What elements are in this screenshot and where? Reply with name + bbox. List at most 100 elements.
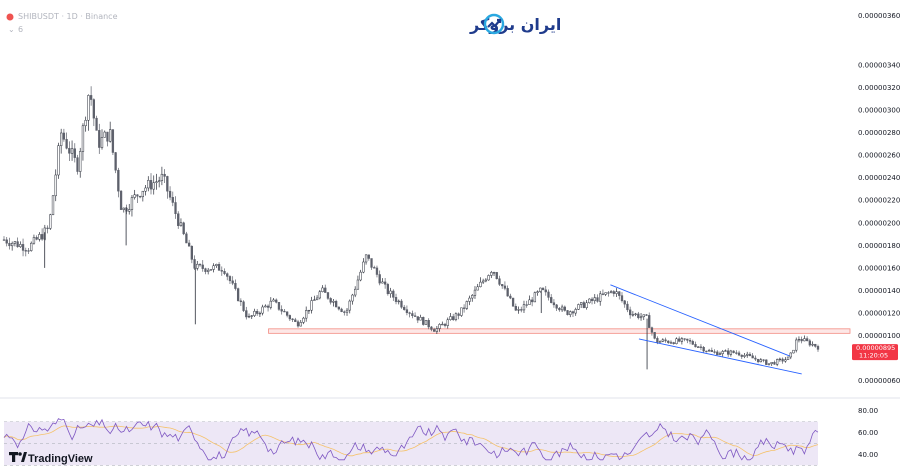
candle-body — [296, 321, 300, 327]
candle-body — [122, 207, 125, 210]
candle-body — [305, 310, 308, 319]
candle-body — [814, 343, 817, 347]
candle-body — [264, 305, 267, 308]
candle-body — [623, 300, 626, 305]
candle-body — [155, 181, 158, 183]
candle-body — [302, 317, 305, 323]
candle-body — [111, 129, 115, 153]
candle-body — [258, 312, 262, 315]
candle-body — [560, 306, 564, 311]
candle-body — [403, 306, 406, 310]
candle-body — [419, 317, 422, 321]
candle-body — [678, 338, 681, 342]
candle-body — [732, 350, 735, 353]
candle-body — [691, 341, 694, 345]
candle-body — [680, 338, 684, 342]
candle-body — [699, 346, 703, 348]
candle-body — [430, 326, 433, 330]
candle-body — [786, 356, 790, 360]
candle-body — [196, 263, 199, 269]
candle-body — [473, 289, 477, 296]
candle-body — [92, 99, 95, 119]
candle-body — [762, 359, 765, 361]
candle-body — [24, 250, 27, 252]
candle-body — [509, 295, 512, 299]
candle-body — [765, 359, 768, 365]
candle-body — [141, 190, 144, 198]
candle-body — [667, 340, 670, 343]
candle-body — [220, 270, 223, 272]
candle-body — [413, 315, 417, 317]
candle-body — [601, 293, 605, 295]
current-price-label: 0.00000895 — [856, 344, 895, 352]
candle-body — [166, 176, 169, 192]
candle-body — [334, 301, 338, 308]
candle-body — [457, 313, 460, 316]
candle-body — [686, 338, 689, 341]
candle-body — [217, 264, 221, 271]
candle-body — [443, 323, 447, 326]
candle-body — [343, 311, 346, 313]
rsi-tick-label: 80.00 — [858, 407, 878, 415]
candle-body — [789, 352, 792, 358]
candle-body — [408, 312, 411, 314]
candle-body — [149, 180, 153, 190]
candle-body — [672, 342, 675, 345]
channel-upper-line[interactable] — [610, 284, 790, 357]
candle-body — [359, 271, 362, 281]
candle-body — [315, 297, 319, 301]
candle-body — [294, 319, 297, 322]
candle-body — [422, 317, 425, 325]
candle-body — [76, 157, 79, 172]
candle-body — [555, 304, 558, 309]
candle-body — [462, 307, 466, 309]
channel-lower-line[interactable] — [638, 338, 802, 375]
candle-body — [389, 290, 392, 295]
candle-body — [645, 314, 648, 316]
candle-body — [51, 195, 55, 216]
watermark-brand: ایران بروکر — [469, 15, 561, 34]
candle-body — [800, 338, 803, 342]
candle-body — [11, 243, 14, 247]
candle-body — [609, 291, 613, 293]
candle-body — [615, 291, 618, 294]
candle-body — [539, 287, 542, 292]
candle-body — [340, 308, 343, 312]
candle-body — [669, 342, 673, 344]
candle-body — [79, 151, 82, 172]
candle-body — [30, 242, 33, 251]
candle-body — [204, 268, 207, 272]
candle-body — [332, 301, 335, 303]
candle-body — [32, 237, 36, 244]
candle-body — [490, 272, 493, 276]
candle-body — [604, 292, 607, 295]
indicator-toggle-icon[interactable]: ⌄ — [8, 25, 15, 34]
candle-body — [288, 315, 292, 320]
candle-body — [383, 281, 387, 285]
candle-body — [773, 361, 776, 365]
candle-body — [128, 209, 131, 212]
candle-body — [735, 352, 738, 354]
candle-body — [73, 148, 76, 158]
candle-body — [501, 284, 504, 287]
candle-body — [397, 300, 400, 303]
candle-body — [54, 174, 57, 197]
candle-body — [751, 355, 754, 359]
candle-body — [207, 269, 210, 272]
candle-body — [392, 290, 395, 298]
candle-body — [236, 288, 240, 302]
candle-body — [506, 288, 509, 297]
candle-body — [642, 314, 645, 318]
candle-body — [212, 265, 215, 270]
candle-body — [533, 292, 537, 303]
candle-body — [16, 241, 19, 248]
candle-body — [743, 355, 746, 357]
candle-body — [179, 222, 183, 226]
candle-body — [566, 310, 569, 315]
candle-body — [514, 306, 517, 311]
